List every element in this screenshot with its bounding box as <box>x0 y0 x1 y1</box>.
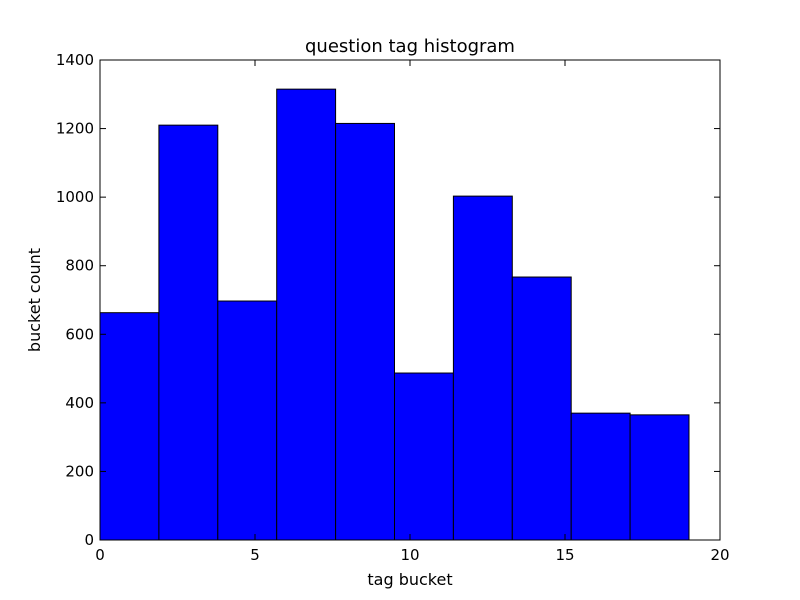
y-tick-label-5: 1000 <box>56 188 94 206</box>
histogram-bar-5 <box>394 372 454 541</box>
x-tick-label-2: 10 <box>400 546 419 564</box>
x-tick-label-1: 5 <box>250 546 260 564</box>
y-tick-label-6: 1200 <box>56 120 94 138</box>
histogram-bar-8 <box>570 412 631 541</box>
x-tick-label-4: 20 <box>710 546 729 564</box>
histogram-bar-7 <box>511 276 572 541</box>
x-axis-label: tag bucket <box>367 570 452 589</box>
histogram-bar-2 <box>217 300 278 541</box>
y-tick-label-7: 1400 <box>56 51 94 69</box>
y-tick-label-4: 800 <box>65 257 94 275</box>
histogram-bar-3 <box>276 88 337 541</box>
y-tick-label-1: 200 <box>65 462 94 480</box>
bars-group <box>99 88 690 541</box>
x-tick-label-3: 15 <box>555 546 574 564</box>
histogram-bar-6 <box>452 195 513 541</box>
y-tick-label-0: 0 <box>84 531 94 549</box>
y-tick-label-3: 600 <box>65 325 94 343</box>
histogram-bar-0 <box>99 312 160 541</box>
plot-frame <box>99 59 721 541</box>
histogram-bar-9 <box>629 414 690 541</box>
histogram-bar-4 <box>335 122 396 541</box>
x-tick-label-0: 0 <box>95 546 105 564</box>
chart-title: question tag histogram <box>305 36 515 57</box>
histogram-bar-1 <box>158 124 219 541</box>
y-tick-label-2: 400 <box>65 394 94 412</box>
y-axis-label: bucket count <box>25 248 44 352</box>
